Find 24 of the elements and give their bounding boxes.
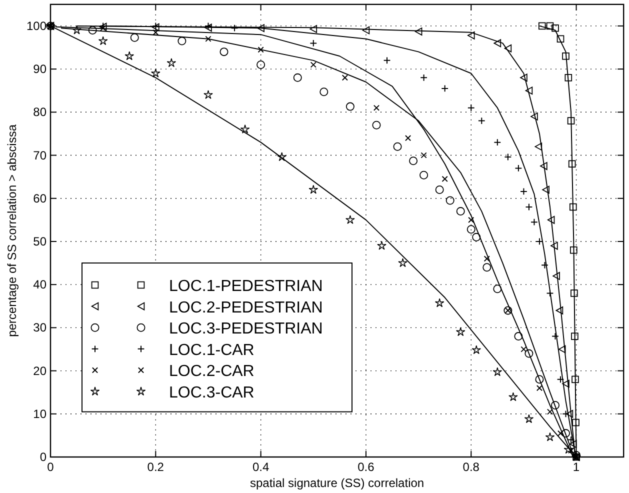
legend-label: LOC.3-PEDESTRIAN	[169, 320, 323, 338]
x-tick-label: 0.8	[462, 460, 480, 474]
legend-label: LOC.2-PEDESTRIAN	[169, 299, 323, 316]
legend-label: LOC.1-PEDESTRIAN	[169, 278, 323, 295]
legend-label: LOC.2-CAR	[169, 363, 254, 380]
x-axis-title: spatial signature (SS) correlation	[250, 476, 424, 490]
legend-label: LOC.1-CAR	[169, 342, 254, 359]
y-tick-label: 30	[33, 320, 47, 335]
y-tick-label: 10	[33, 406, 47, 421]
x-tick-label: 0.4	[252, 460, 270, 474]
y-tick-label: 100	[26, 18, 47, 33]
x-tick-label: 0.6	[358, 460, 375, 474]
y-tick-label: 50	[33, 234, 47, 248]
y-tick-label: 40	[33, 278, 47, 292]
y-axis-title: percentage of SS correlation > abscissa	[5, 124, 19, 337]
y-tick-label: 80	[33, 105, 47, 120]
y-tick-label: 70	[33, 148, 47, 162]
y-tick-label: 60	[33, 191, 47, 206]
x-tick-label: 1	[572, 460, 580, 474]
y-tick-label: 90	[33, 62, 47, 76]
legend-label: LOC.3-CAR	[169, 384, 254, 402]
y-tick-label: 0	[40, 450, 47, 464]
x-tick-label: 0.2	[147, 460, 164, 474]
y-tick-label: 20	[33, 364, 47, 378]
